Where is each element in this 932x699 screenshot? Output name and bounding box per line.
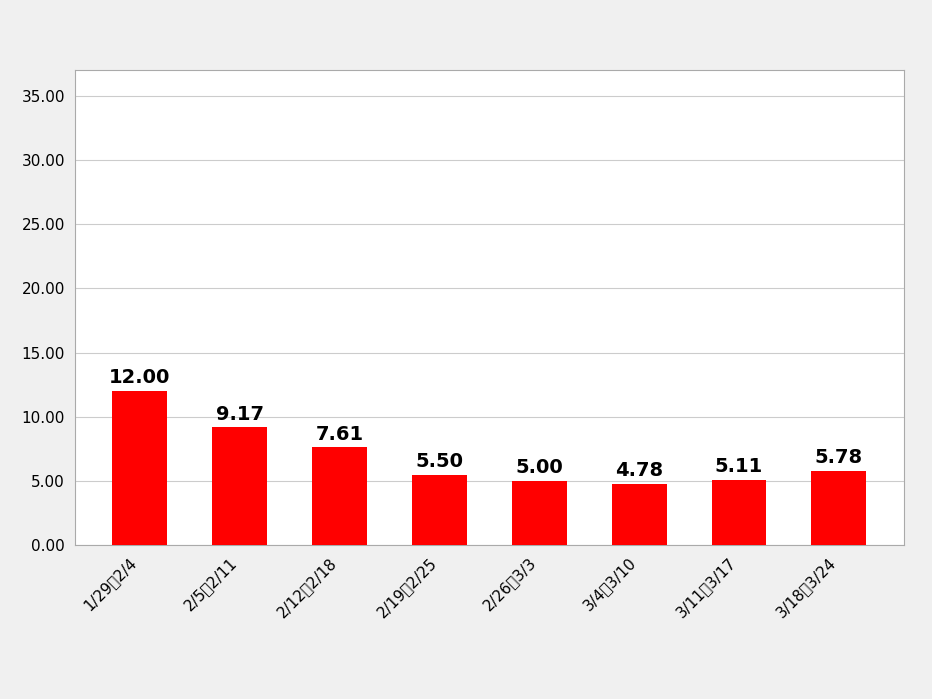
Bar — [412, 475, 467, 545]
Bar — [512, 481, 567, 545]
Bar — [212, 427, 267, 545]
Text: 7.61: 7.61 — [315, 424, 363, 444]
Bar — [312, 447, 367, 545]
Bar — [812, 471, 867, 545]
Text: 5.00: 5.00 — [515, 458, 563, 477]
Text: 5.11: 5.11 — [715, 456, 763, 476]
Bar — [711, 480, 766, 545]
Text: 5.50: 5.50 — [416, 452, 463, 470]
Bar — [611, 484, 666, 545]
Text: 4.78: 4.78 — [615, 461, 664, 480]
Text: 12.00: 12.00 — [109, 368, 171, 387]
Bar — [112, 391, 167, 545]
Text: 9.17: 9.17 — [215, 405, 264, 424]
Text: 5.78: 5.78 — [815, 448, 863, 467]
